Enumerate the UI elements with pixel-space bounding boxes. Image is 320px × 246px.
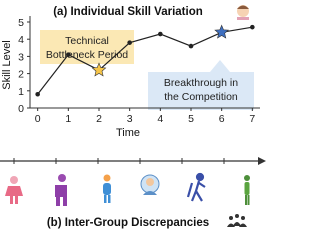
annotation-text: Technical — [65, 35, 109, 47]
annotation-box — [40, 30, 134, 64]
point — [250, 24, 255, 30]
x-tick-label: 0 — [35, 113, 41, 125]
x-tick-label: 1 — [65, 113, 71, 125]
x-tick-label: 5 — [188, 113, 194, 125]
x-tick-label: 6 — [219, 113, 225, 125]
panel-caption: (b) Inter-Group Discrepancies — [47, 217, 209, 229]
figure: (a) Individual Skill Variation Time Skil… — [0, 5, 266, 229]
series-line — [37, 26, 253, 95]
y-tick-label: 3 — [18, 51, 24, 63]
annotation-pointer — [210, 60, 230, 72]
point — [66, 52, 71, 57]
y-tick-label: 4 — [18, 34, 24, 46]
chart-title: (a) Individual Skill Variation — [53, 6, 203, 18]
point — [188, 43, 194, 49]
y-tick-label: 1 — [18, 86, 24, 98]
point — [35, 91, 40, 97]
highlight-star — [91, 62, 107, 77]
annotation-box — [148, 72, 254, 110]
x-tick-label: 7 — [249, 113, 255, 125]
person-icon — [237, 5, 249, 20]
annotation-text: the Competition — [164, 91, 238, 103]
x-tick-label: 2 — [96, 113, 102, 125]
y-tick-label: 2 — [18, 69, 24, 81]
highlight-star — [214, 24, 230, 39]
group-icons — [5, 172, 250, 206]
group-icon — [227, 214, 247, 227]
x-tick-label: 4 — [157, 113, 163, 125]
y-axis-label: Skill Level — [1, 40, 13, 90]
point — [127, 40, 132, 45]
y-tick-label: 5 — [18, 17, 24, 29]
point — [158, 31, 163, 37]
x-tick-label: 3 — [127, 113, 133, 125]
annotation-text: Breakthrough in — [164, 77, 238, 89]
x-axis-label: Time — [116, 127, 140, 139]
timeline-arrow — [0, 157, 266, 165]
y-tick-label: 0 — [18, 103, 24, 115]
